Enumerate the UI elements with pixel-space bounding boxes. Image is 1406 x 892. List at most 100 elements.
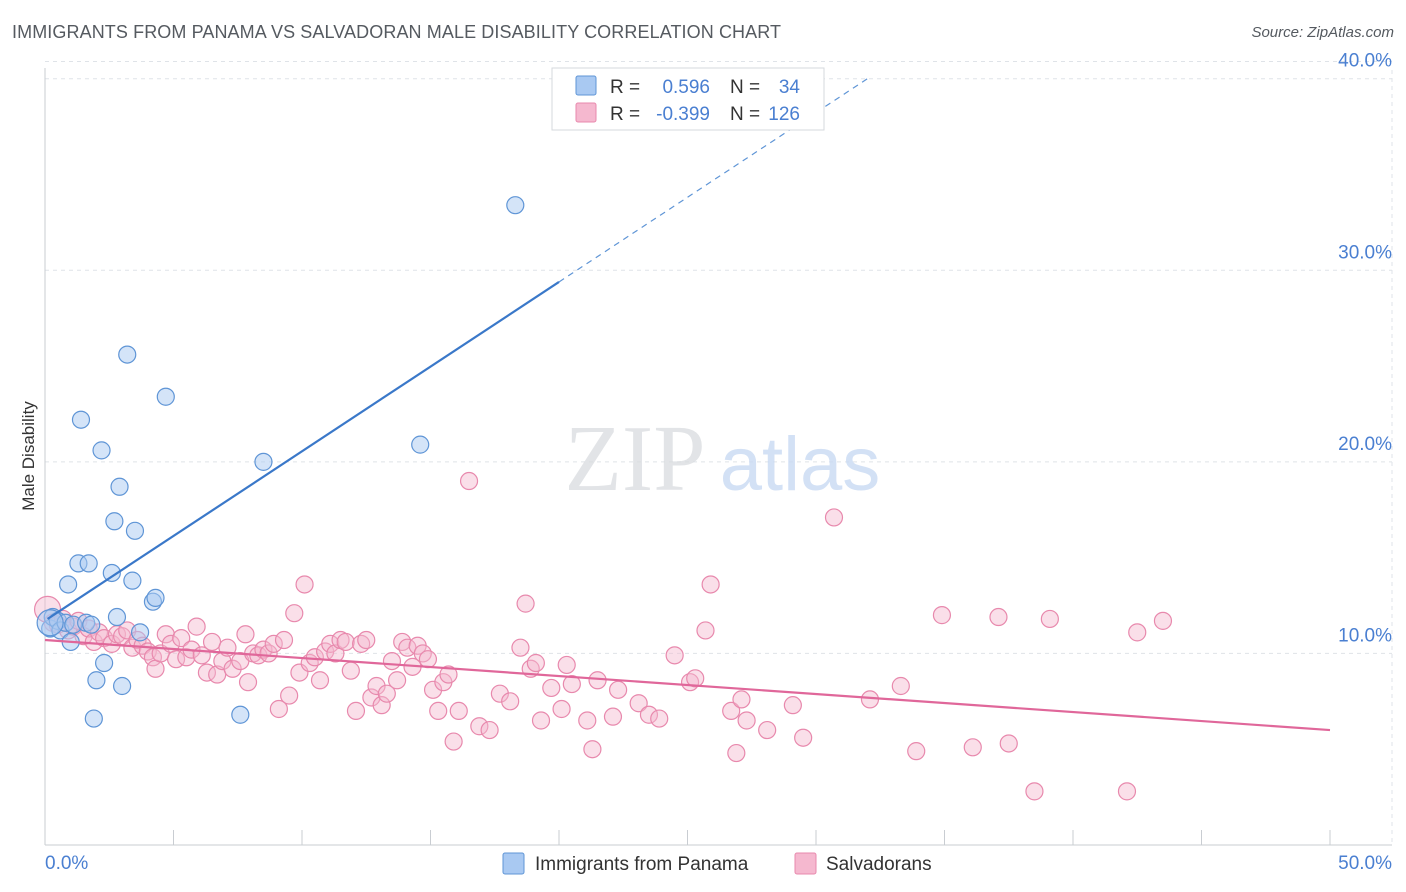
salvadorans-point-89 xyxy=(526,653,545,673)
salvadorans-point-93 xyxy=(557,655,576,675)
salvadorans-point-46 xyxy=(274,630,294,650)
salvadorans-point-45 xyxy=(269,699,288,719)
salvadorans-point-115 xyxy=(824,508,844,527)
panama-point-19 xyxy=(107,607,127,627)
salvadorans-point-100 xyxy=(629,694,648,713)
legend-r-value-salvadorans: -0.399 xyxy=(656,104,710,125)
salvadorans-point-79 xyxy=(444,732,463,751)
salvadorans-point-112 xyxy=(758,720,777,740)
salvadorans-point-76 xyxy=(429,701,448,721)
salvadorans-point-98 xyxy=(603,707,623,726)
salvadorans-point-87 xyxy=(516,594,535,613)
panama-point-24 xyxy=(125,521,145,540)
y-axis-label: Male Disability xyxy=(19,401,38,511)
y-tick-label-1: 20.0% xyxy=(1338,434,1392,455)
salvadorans-point-120 xyxy=(963,738,982,757)
salvadorans-point-92 xyxy=(552,699,571,719)
panama-point-5 xyxy=(59,575,78,594)
salvadorans-point-62 xyxy=(357,630,376,650)
salvadorans-point-124 xyxy=(1040,609,1059,629)
chart-source: Source: ZipAtlas.com xyxy=(1251,24,1394,41)
axes xyxy=(44,68,1392,846)
legend-n-label-panama: N = xyxy=(730,77,760,98)
salvadorans-point-85 xyxy=(501,692,520,711)
salvadorans-point-53 xyxy=(310,671,330,690)
salvadorans-point-29 xyxy=(187,617,206,636)
panama-point-18 xyxy=(105,512,124,531)
salvadorans-point-82 xyxy=(470,717,489,736)
salvadorans-point-63 xyxy=(362,688,381,707)
panama-point-17 xyxy=(102,563,121,583)
panama-point-29 xyxy=(231,705,250,724)
bottom-legend-label-salvadorans: Salvadorans xyxy=(826,854,932,875)
tick-labels: 10.0% 20.0% 30.0% 40.0% 0.0% 50.0% xyxy=(45,51,1392,874)
salvadorans-point-32 xyxy=(202,632,222,652)
salvadorans-point-107 xyxy=(701,575,720,594)
salvadorans-point-125 xyxy=(1117,782,1137,801)
salvadorans-point-74 xyxy=(418,650,438,669)
salvadorans-point-126 xyxy=(1128,623,1147,642)
y-tick-label-3: 40.0% xyxy=(1338,51,1392,72)
legend-r-label-panama: R = xyxy=(610,77,640,98)
salvadorans-point-36 xyxy=(223,659,242,678)
salvadorans-point-83 xyxy=(480,720,499,740)
salvadorans-point-113 xyxy=(783,696,802,715)
salvadorans-point-103 xyxy=(665,646,684,665)
legend-n-value-salvadorans: 126 xyxy=(768,104,800,125)
salvadorans-point-26 xyxy=(172,629,191,648)
chart-title: IMMIGRANTS FROM PANAMA VS SALVADORAN MAL… xyxy=(12,22,782,42)
salvadorans-point-96 xyxy=(583,740,602,759)
salvadorans-point-111 xyxy=(737,711,756,730)
bottom-legend-swatch-salvadorans xyxy=(794,852,817,875)
salvadorans-point-43 xyxy=(259,644,278,663)
salvadorans-point-44 xyxy=(264,634,283,653)
y-tick-label-2: 30.0% xyxy=(1338,242,1392,263)
panama-point-14 xyxy=(87,671,106,690)
salvadorans-point-60 xyxy=(346,701,366,721)
salvadorans-point-64 xyxy=(367,676,386,696)
salvadorans-point-66 xyxy=(377,684,396,703)
salvadorans-point-118 xyxy=(907,742,926,761)
salvadorans-point-67 xyxy=(382,651,402,671)
panama-point-30 xyxy=(254,452,273,471)
panama-point-25 xyxy=(130,623,150,642)
legend-n-label-salvadorans: N = xyxy=(730,104,760,125)
stats-legend: R = 0.596 N = 34 R = -0.399 N = 126 xyxy=(551,67,825,131)
series-legend: Immigrants from Panama Salvadorans xyxy=(502,852,932,875)
legend-n-value-panama: 34 xyxy=(779,77,801,98)
legend-swatch-salvadorans xyxy=(575,102,597,123)
salvadorans-point-105 xyxy=(686,669,705,688)
panama-point-32 xyxy=(506,196,525,215)
salvadorans-point-75 xyxy=(423,680,443,699)
salvadorans-point-56 xyxy=(326,644,345,663)
salvadorans-point-117 xyxy=(891,676,910,696)
salvadorans-point-21 xyxy=(146,659,165,678)
panama-point-16 xyxy=(95,653,114,673)
salvadorans-point-99 xyxy=(609,680,628,699)
legend-r-value-panama: 0.596 xyxy=(662,77,710,98)
x-tick-label-min: 0.0% xyxy=(45,853,88,874)
panama-point-9 xyxy=(71,410,91,429)
trend-lines xyxy=(44,78,1331,732)
panama-point-22 xyxy=(118,345,137,364)
salvadorans-point-102 xyxy=(650,709,669,728)
salvadorans-point-108 xyxy=(722,701,741,721)
panama-point-23 xyxy=(123,571,142,590)
salvadorans-points xyxy=(33,471,1173,801)
panama-point-13 xyxy=(84,709,103,728)
salvadorans-point-109 xyxy=(727,743,746,763)
watermark-zip: ZIP xyxy=(565,407,706,511)
salvadorans-point-86 xyxy=(511,638,530,657)
salvadorans-point-110 xyxy=(732,690,751,709)
salvadorans-point-121 xyxy=(989,607,1008,627)
salvadorans-point-119 xyxy=(932,606,952,625)
salvadorans-point-59 xyxy=(341,661,360,680)
salvadorans-point-122 xyxy=(999,734,1018,753)
salvadorans-point-65 xyxy=(372,696,391,715)
salvadorans-point-47 xyxy=(280,686,299,705)
panama-point-20 xyxy=(110,477,129,496)
salvadorans-point-78 xyxy=(439,665,458,684)
panama-trend-line xyxy=(46,281,560,620)
salvadorans-point-95 xyxy=(578,711,597,730)
panama-point-15 xyxy=(92,441,111,460)
